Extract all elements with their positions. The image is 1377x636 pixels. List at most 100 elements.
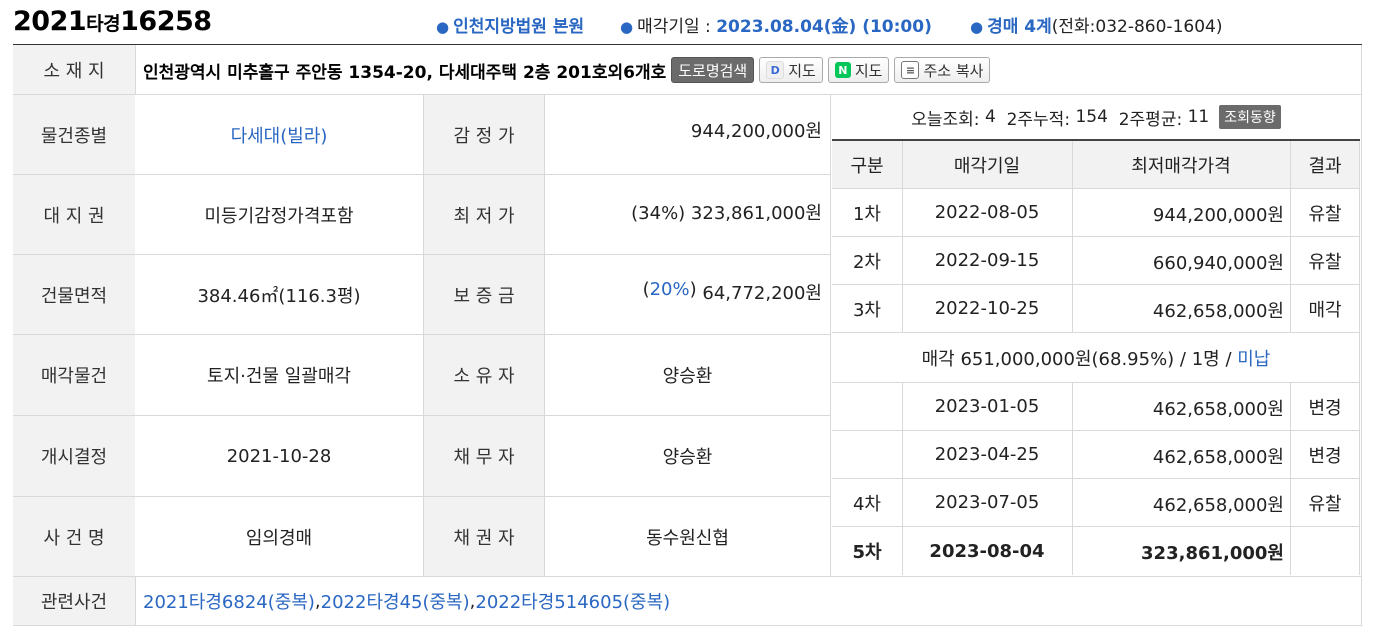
phone: (전화:032-860-1604) [1051,17,1223,37]
col-price: 최저매각가격 [1131,155,1231,177]
divider [13,496,830,497]
related-case-link[interactable]: 2022타경514605(중복) [475,592,671,613]
divider [1072,383,1073,575]
col-round: 구분 [850,155,884,177]
result: 유찰 [1308,203,1342,225]
result: 변경 [1308,445,1342,467]
sale-date-label: 매각기일 : [637,17,711,37]
creditor-value: 동수원신협 [646,527,729,549]
date: 2023-08-04 [929,540,1045,562]
copy-icon: ≡ [901,61,920,79]
divider [902,141,903,333]
daum-map-label: 지도 [788,61,816,80]
round: 5차 [852,542,882,563]
court-info: ● 인천지방법원 본원 [436,12,584,37]
date: 2023-07-05 [934,492,1040,513]
start-decision-value: 2021-10-28 [226,445,332,467]
label-property-type: 물건종별 [13,95,135,174]
divider [13,334,830,335]
building-area-value: 384.46㎡(116.3평) [197,285,361,307]
price: 462,658,000원 [1152,301,1284,322]
address-label: 소 재 지 [13,45,135,95]
label-land-right: 대 지 권 [13,175,135,254]
divider [13,415,830,416]
two-week-views-label: 2주누적: [1006,109,1071,130]
round: 3차 [852,299,881,321]
divider [544,95,545,576]
date: 2023-04-25 [934,444,1040,465]
date: 2022-08-05 [934,202,1040,223]
court-name[interactable]: 인천지방법원 본원 [453,17,585,37]
history-row: 1차 2022-08-05 944,200,000원 유찰 [832,189,1360,237]
divider [13,576,1362,577]
label-debtor: 채 무 자 [423,416,545,496]
date: 2022-09-15 [934,250,1040,271]
deposit-amount: 64,772,200원 [702,283,822,304]
sold-note: 매각 651,000,000원(68.95%) / 1명 / 미납 [832,333,1360,382]
divider [902,383,903,575]
naver-map-button[interactable]: N 지도 [827,57,890,83]
debtor-value: 양승환 [662,447,713,468]
property-type-link[interactable]: 다세대(빌라) [230,125,328,147]
divider [135,577,136,625]
related-case-link[interactable]: 2022타경45(중복) [320,592,470,613]
related-separator: , [469,590,476,612]
related-label: 관련사건 [13,577,135,625]
department[interactable]: 경매 4계 [987,17,1052,37]
case-header: 2021타경16258 ● 인천지방법원 본원 ● 매각기일 : 2023.08.0… [0,0,1377,44]
history-table: 구분 매각기일 최저매각가격 결과 1차 2022-08-05 944,200,… [832,139,1360,575]
divider [1359,141,1360,575]
two-week-avg-label: 2주평균: [1118,109,1183,130]
two-week-views: 154 [1075,107,1108,127]
view-trend-button[interactable]: 조회동향 [1219,105,1281,129]
label-appraisal: 감 정 가 [423,95,545,174]
bullet-icon: ● [620,18,634,36]
header-divider [13,44,1362,45]
deposit-value: (20%) 64,772,200원 [642,279,822,304]
result: 매각 [1308,299,1342,321]
divider [13,174,830,175]
address-row: 인천광역시 미추홀구 주안동 1354-20, 다세대주택 2층 201호외6개… [135,45,1360,95]
result [1290,527,1360,575]
result: 유찰 [1308,493,1342,515]
daum-map-button[interactable]: D 지도 [759,57,823,83]
land-right-value: 미등기감정가격포함 [204,205,354,227]
label-deposit: 보 증 금 [423,255,545,334]
label-start-decision: 개시결정 [13,416,135,496]
minimum-price-value: (34%) 323,861,000원 [631,203,822,224]
bullet-icon: ● [970,18,984,36]
price: 944,200,000원 [1152,205,1284,226]
history-header: 구분 매각기일 최저매각가격 결과 [832,141,1360,189]
price: 462,658,000원 [1152,495,1284,516]
divider [830,95,831,576]
history-row-current: 5차 2023-08-04 323,861,000원 [832,527,1360,575]
label-creditor: 채 권 자 [423,497,545,576]
case-year: 2021 [13,6,87,37]
case-number: 16258 [120,6,212,37]
history-row: 2023-01-05 462,658,000원 변경 [832,383,1360,431]
related-case-link[interactable]: 2021타경6824(중복) [143,592,315,613]
naver-map-label: 지도 [854,61,883,80]
address-value: 인천광역시 미추홀구 주안동 1354-20, 다세대주택 2층 201호외6개… [143,62,667,83]
label-sale-items: 매각물건 [13,335,135,415]
sold-note-row: 매각 651,000,000원(68.95%) / 1명 / 미납 [832,333,1360,383]
two-week-avg: 11 [1187,107,1210,127]
road-search-button[interactable]: 도로명검색 [671,57,755,83]
related-cases: 2021타경6824(중복), 2022타경45(중복), 2022타경5146… [135,577,1360,625]
department-info: ● 경매 4계(전화:032-860-1604) [970,12,1222,37]
sale-date: 2023.08.04(金) (10:00) [716,17,932,37]
label-minimum-price: 최 저 가 [423,175,545,254]
related-separator: , [314,590,321,612]
date: 2023-01-05 [934,396,1040,417]
today-views-label: 오늘조회: [911,109,980,130]
price: 462,658,000원 [1152,399,1284,420]
divider [135,45,136,95]
divider [13,625,1362,626]
case-name-value: 임의경매 [245,527,313,549]
divider [13,94,1362,95]
copy-address-button[interactable]: ≡ 주소 복사 [894,57,991,83]
result: 변경 [1308,397,1342,419]
divider [1290,383,1291,575]
history-row: 3차 2022-10-25 462,658,000원 매각 [832,285,1360,333]
history-row: 2023-04-25 462,658,000원 변경 [832,431,1360,479]
